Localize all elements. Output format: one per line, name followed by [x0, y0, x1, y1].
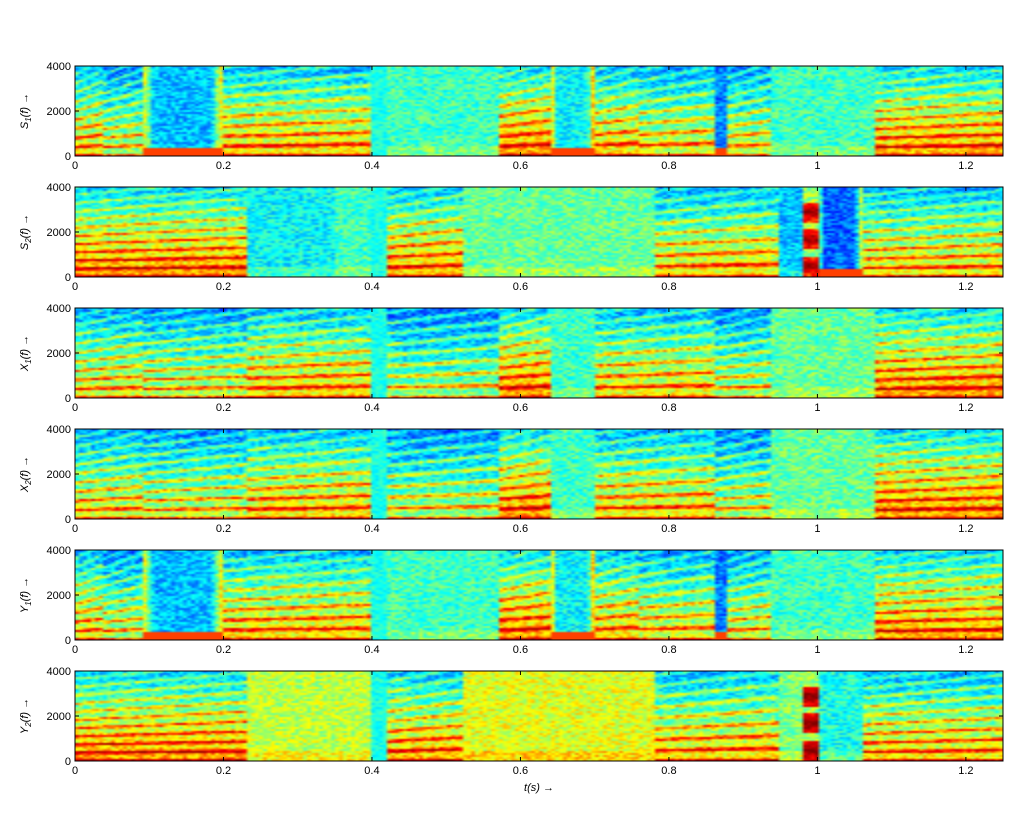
x-tick-label: 1.2 [958, 523, 973, 535]
x-tick-label: 0.2 [216, 281, 231, 293]
spectrogram-panel-2: 0 0.2 0.4 0.6 0.8 1 1.2 0 2000 4000 S2(f) → [19, 182, 1004, 293]
x-tick-label: 1.2 [958, 644, 973, 656]
y-tick-label: 0 [65, 635, 71, 647]
spectrogram-heatmap [75, 671, 1003, 761]
y-tick-label: 2000 [47, 348, 71, 360]
spectrogram-panel-5: 0 0.2 0.4 0.6 0.8 1 1.2 0 2000 4000 Y1(f) → [19, 545, 1004, 656]
spectrogram-heatmap [75, 308, 1003, 398]
x-tick-label: 1 [814, 160, 820, 172]
x-tick-label: 0.4 [364, 160, 379, 172]
y-tick-label: 0 [65, 514, 71, 526]
x-tick-label: 1.2 [958, 402, 973, 414]
x-tick-label: 0.8 [661, 281, 676, 293]
x-tick-label: 1 [814, 281, 820, 293]
x-tick-label: 0.2 [216, 523, 231, 535]
spectrogram-heatmap [75, 550, 1003, 640]
spectrogram-panel-6: 0 0.2 0.4 0.6 0.8 1 1.2 0 2000 4000 Y2(f) → t(s) → [19, 666, 1004, 794]
y-tick-label: 4000 [47, 61, 71, 73]
y-tick-label: 2000 [47, 711, 71, 723]
x-tick-label: 1.2 [958, 765, 973, 777]
x-tick-label: 0.8 [661, 644, 676, 656]
x-tick-label: 1 [814, 644, 820, 656]
y-axis-label: S1(f) → [19, 93, 33, 129]
spectrogram-panel-3: 0 0.2 0.4 0.6 0.8 1 1.2 0 2000 4000 X1(f) → [19, 303, 1004, 414]
x-tick-label: 0 [72, 160, 78, 172]
x-tick-label: 0.2 [216, 765, 231, 777]
x-tick-label: 1 [814, 765, 820, 777]
y-tick-label: 2000 [47, 106, 71, 118]
x-tick-label: 0.8 [661, 160, 676, 172]
x-tick-label: 0.8 [661, 402, 676, 414]
y-tick-label: 4000 [47, 545, 71, 557]
spectrogram-heatmap [75, 187, 1003, 277]
x-tick-label: 0.4 [364, 281, 379, 293]
x-tick-label: 0.6 [513, 160, 528, 172]
y-tick-label: 0 [65, 272, 71, 284]
x-tick-label: 0.6 [513, 281, 528, 293]
x-tick-label: 0.4 [364, 644, 379, 656]
spectrogram-heatmap [75, 429, 1003, 519]
x-tick-label: 1 [814, 523, 820, 535]
spectrogram-panel-4: 0 0.2 0.4 0.6 0.8 1 1.2 0 2000 4000 X2(f) → [19, 424, 1004, 535]
x-tick-label: 1.2 [958, 281, 973, 293]
x-tick-label: 0.4 [364, 765, 379, 777]
x-tick-label: 0.6 [513, 402, 528, 414]
x-tick-label: 0 [72, 765, 78, 777]
x-tick-label: 0.4 [364, 523, 379, 535]
y-axis-label: S2(f) → [19, 214, 33, 250]
x-tick-label: 0.6 [513, 644, 528, 656]
y-tick-label: 4000 [47, 303, 71, 315]
spectrogram-panel-1: 0 0.2 0.4 0.6 0.8 1 1.2 0 2000 4000 S1(f) → [19, 61, 1004, 172]
x-tick-label: 0.8 [661, 765, 676, 777]
x-tick-label: 0.2 [216, 644, 231, 656]
y-tick-label: 4000 [47, 424, 71, 436]
y-axis-label: Y1(f) → [19, 577, 33, 613]
y-tick-label: 4000 [47, 666, 71, 678]
x-axis-label: t(s) → [524, 782, 554, 794]
y-tick-label: 0 [65, 756, 71, 768]
y-tick-label: 0 [65, 393, 71, 405]
x-tick-label: 0 [72, 281, 78, 293]
y-tick-label: 4000 [47, 182, 71, 194]
y-axis-label: Y2(f) → [19, 698, 33, 734]
y-tick-label: 2000 [47, 590, 71, 602]
x-tick-label: 0 [72, 644, 78, 656]
x-tick-label: 0.2 [216, 160, 231, 172]
x-tick-label: 0.8 [661, 523, 676, 535]
x-tick-label: 0.2 [216, 402, 231, 414]
x-tick-label: 1 [814, 402, 820, 414]
x-tick-label: 0 [72, 523, 78, 535]
x-tick-label: 1.2 [958, 160, 973, 172]
x-tick-label: 0 [72, 402, 78, 414]
spectrogram-heatmap [75, 66, 1003, 156]
y-axis-label: X2(f) → [19, 456, 33, 493]
x-tick-label: 0.6 [513, 765, 528, 777]
x-tick-label: 0.6 [513, 523, 528, 535]
x-tick-label: 0.4 [364, 402, 379, 414]
y-tick-label: 2000 [47, 469, 71, 481]
y-tick-label: 2000 [47, 227, 71, 239]
y-axis-label: X1(f) → [19, 335, 33, 372]
y-tick-label: 0 [65, 151, 71, 163]
